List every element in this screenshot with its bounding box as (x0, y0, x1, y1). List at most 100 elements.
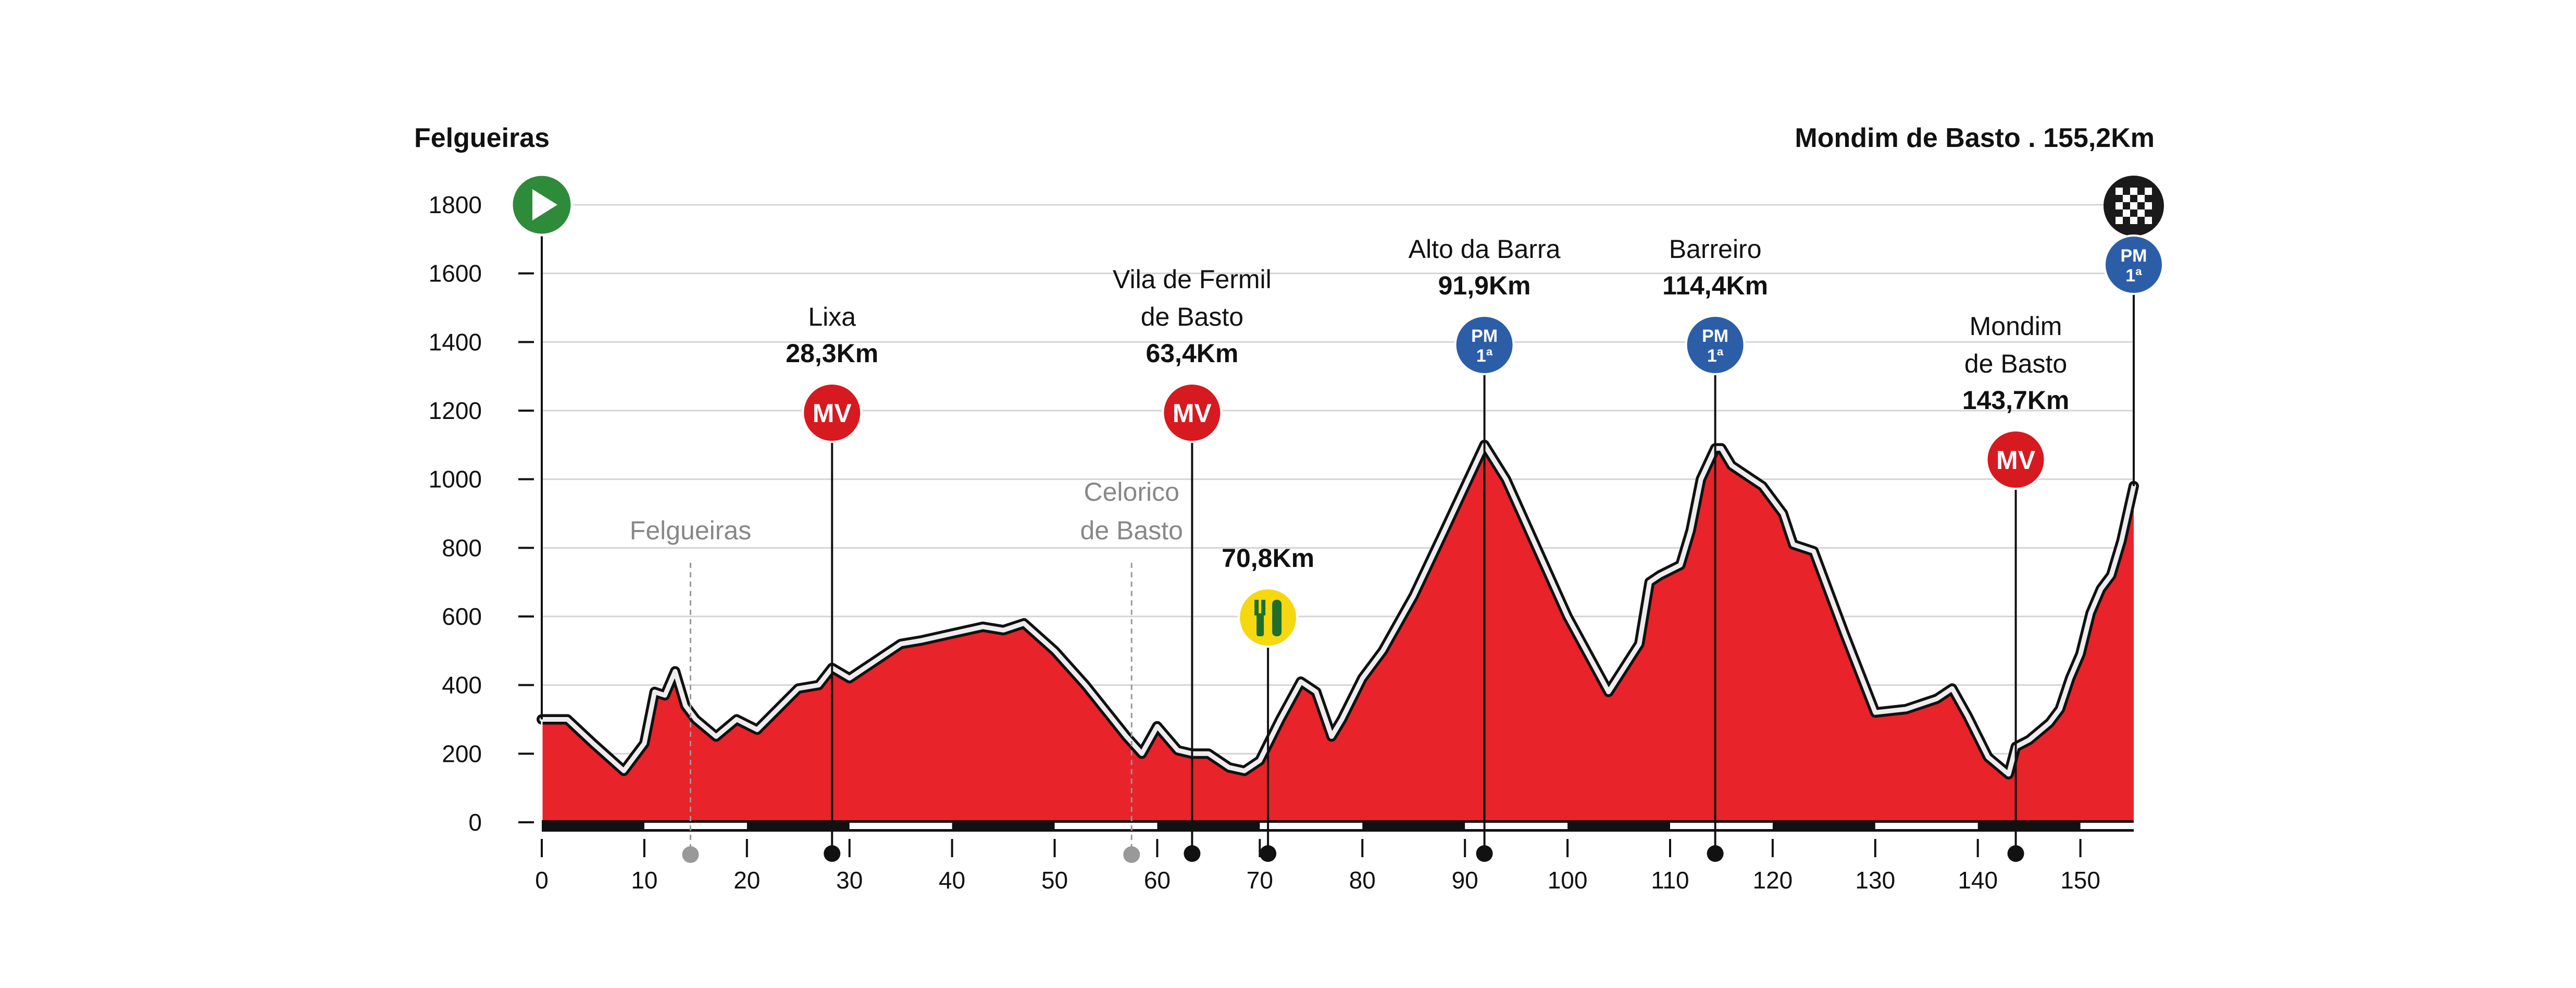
y-tick-label: 800 (442, 534, 482, 561)
y-tick-label: 1600 (429, 260, 482, 287)
y-tick-label: 200 (442, 740, 482, 767)
start-town-label: Felgueiras (414, 123, 550, 153)
climb-name-label: Mondim (1970, 312, 2062, 341)
stripe-segment (1054, 823, 1158, 829)
x-tick-label: 20 (733, 867, 760, 894)
y-tick-label: 1400 (429, 328, 482, 355)
reference-dot (682, 846, 699, 863)
checker-square (2145, 195, 2152, 202)
y-tick-label: 1800 (429, 191, 482, 218)
climb-badge-category: PM (1471, 326, 1498, 346)
climb-name-label: Lixa (808, 302, 856, 331)
checker-square (2137, 217, 2145, 224)
checker-square (2145, 209, 2152, 217)
stripe-segment (644, 823, 747, 829)
climb-badge (1454, 315, 1515, 375)
y-tick-label: 400 (442, 672, 482, 699)
x-tick-label: 70 (1247, 867, 1273, 894)
climb-name-label: Vila de Fermil (1113, 265, 1272, 294)
checker-square (2115, 202, 2123, 209)
reference-town-label: de Basto (1080, 516, 1183, 545)
fork-handle (1256, 613, 1264, 636)
stripe-segment (1875, 823, 1978, 829)
reference-town-label: Felgueiras (630, 516, 751, 545)
climb-km-label: 91,9Km (1438, 271, 1531, 300)
x-tick-label: 30 (836, 867, 863, 894)
checker-square (2145, 217, 2152, 224)
fork-tine (1254, 600, 1259, 615)
climb-badge-category: MV (1996, 446, 2036, 475)
y-tick-label: 1000 (429, 466, 482, 493)
climb-km-dot (1260, 845, 1277, 862)
y-tick-label: 0 (468, 809, 482, 836)
finish-climb-badge-class: 1ª (2125, 266, 2142, 286)
y-tick-label: 1200 (429, 397, 482, 424)
climb-name-label: Alto da Barra (1409, 234, 1561, 264)
climb-badge-category: MV (1173, 399, 1212, 428)
climb-km-label: 143,7Km (1962, 386, 2070, 415)
reference-dot (1123, 846, 1140, 863)
elevation-profile (537, 439, 2139, 822)
x-tick-label: 150 (2060, 867, 2100, 894)
climb-name-label: de Basto (1141, 302, 1243, 331)
fork-tine (1261, 600, 1266, 615)
distance-stripe-bar (542, 820, 2134, 832)
climb-km-label: 28,3Km (786, 339, 878, 368)
finish-town-label: Mondim de Basto . 155,2Km (1795, 123, 2155, 153)
profile-area (542, 444, 2134, 822)
checker-square (2123, 202, 2130, 209)
checker-square (2130, 209, 2137, 217)
reference-town-label: Celorico (1084, 477, 1179, 507)
checker-square (2123, 209, 2130, 217)
climb-badge (1685, 315, 1746, 375)
x-tick-label: 50 (1041, 867, 1068, 894)
knife-blade (1272, 600, 1282, 636)
stripe-segment (1260, 823, 1363, 829)
stripe-segment (1670, 823, 1773, 829)
checker-square (2115, 188, 2123, 195)
x-tick-label: 130 (1855, 867, 1895, 894)
climb-badge-class: 1ª (1476, 346, 1493, 366)
climb-km-label: 70,8Km (1222, 544, 1314, 573)
fork-knife-icon (1254, 600, 1282, 636)
axes: 0 200 400 600 800 1000 1200 1400 1600 1800 0 10 20 30… (429, 191, 2100, 894)
checker-square (2123, 195, 2130, 202)
climb-badge (1985, 429, 2046, 490)
stripe-segment (1465, 823, 1568, 829)
climb-badge (1162, 382, 1223, 443)
climb-badge (802, 382, 863, 443)
play-icon (532, 189, 557, 220)
profile-outline-light (539, 442, 2136, 777)
climb-badge-category: MV (813, 399, 852, 428)
stripe-segment (2080, 823, 2134, 829)
checker-square (2130, 195, 2137, 202)
climb-name-label: Barreiro (1669, 234, 1762, 264)
climb-km-dot (1476, 845, 1493, 862)
feed-zone-badge (1238, 587, 1299, 648)
checkered-flag-icon (2115, 188, 2152, 224)
finish-climb-badge-category: PM (2121, 246, 2147, 266)
climb-km-dot (1707, 845, 1724, 862)
checker-square (2115, 209, 2123, 217)
checker-square (2137, 195, 2145, 202)
checker-square (2130, 202, 2137, 209)
stripe-segment (849, 823, 952, 829)
x-tick-label: 40 (939, 867, 965, 894)
checker-square (2115, 217, 2123, 224)
climb-km-dot (1184, 845, 1201, 862)
x-tick-label: 120 (1753, 867, 1793, 894)
checker-square (2145, 202, 2152, 209)
checker-square (2137, 209, 2145, 217)
checker-square (2130, 217, 2137, 224)
climb-badge-category: PM (1702, 326, 1728, 346)
checker-square (2130, 188, 2137, 195)
checker-square (2115, 195, 2123, 202)
climb-km-label: 63,4Km (1146, 339, 1238, 368)
checker-square (2123, 217, 2130, 224)
climb-km-dot (2007, 845, 2024, 862)
x-tick-label: 140 (1958, 867, 1998, 894)
climb-badge-class: 1ª (1707, 346, 1724, 366)
x-tick-label: 80 (1349, 867, 1376, 894)
